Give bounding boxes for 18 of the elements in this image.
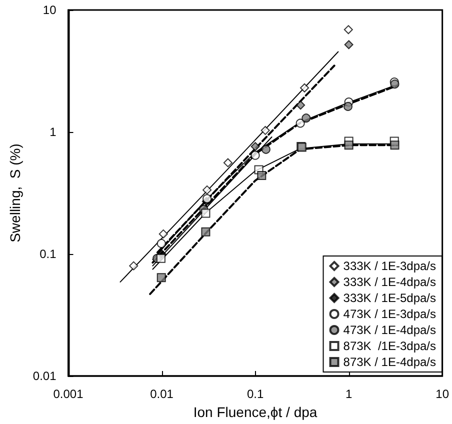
legend-label: 333K / 1E-4dpa/s <box>343 275 436 289</box>
x-tick-label: 0.01 <box>150 387 174 401</box>
y-tick-label: 1 <box>50 125 57 139</box>
x-axis-title: Ion Fluence,ϕt / dpa <box>193 404 318 420</box>
legend-label: 333K / 1E-5dpa/s <box>343 291 436 305</box>
y-axis-title: Swelling, S (%) <box>7 144 23 242</box>
legend-label: 473K / 1E-3dpa/s <box>343 307 436 321</box>
x-tick-label: 1 <box>345 387 352 401</box>
x-tick-label: 0.001 <box>53 387 84 401</box>
legend-label: 473K / 1E-4dpa/s <box>343 323 436 337</box>
legend-label: 873K / 1E-4dpa/s <box>343 355 436 369</box>
y-tick-label: 0.1 <box>40 247 57 261</box>
x-tick-label: 10 <box>436 387 450 401</box>
legend-label: 873K /1E-3dpa/s <box>343 339 436 353</box>
x-tick-label: 0.1 <box>246 387 264 401</box>
y-tick-label: 0.01 <box>32 369 57 383</box>
legend-label: 333K / 1E-3dpa/s <box>343 259 436 273</box>
y-tick-label: 10 <box>42 3 57 17</box>
